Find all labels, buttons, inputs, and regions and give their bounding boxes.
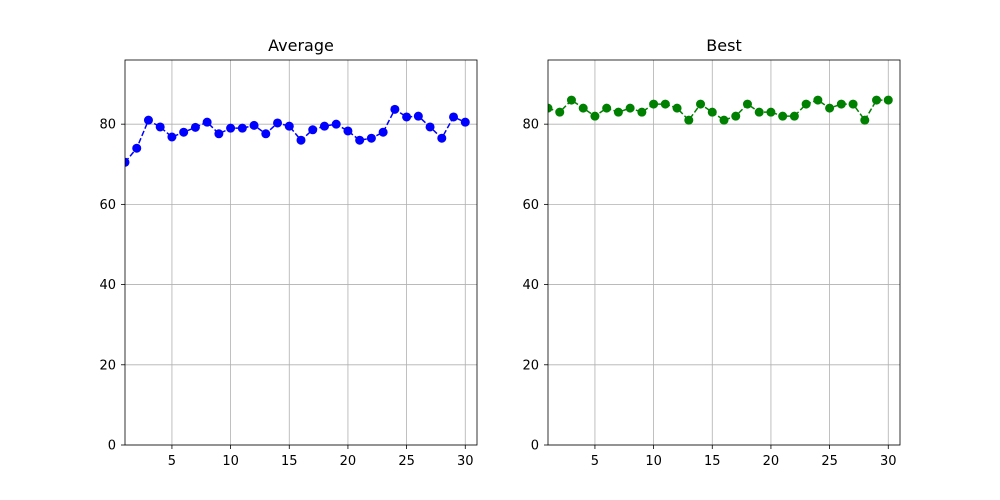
data-point [649,99,659,109]
data-point [449,112,459,122]
data-point [214,129,224,139]
data-point [754,107,764,117]
data-point [825,103,835,113]
x-tick-label: 5 [168,454,176,469]
y-tick-label: 20 [522,358,539,373]
data-point [625,103,635,113]
data-point [343,126,353,136]
plot-frame [124,59,478,446]
chart-title: Average [268,36,334,55]
data-point [190,122,200,132]
data-point [637,107,647,117]
x-tick-label: 15 [704,454,721,469]
y-tick-label: 20 [99,358,116,373]
data-point [672,103,682,113]
data-point [331,119,341,129]
data-point [789,111,799,121]
data-point [402,112,412,122]
data-point [237,123,247,133]
data-point [848,99,858,109]
x-tick-label: 20 [763,454,780,469]
y-tick-label: 40 [99,278,116,293]
plot-frame [547,59,901,446]
x-tick-label: 30 [457,454,474,469]
data-point [284,121,294,131]
x-tick-label: 5 [591,454,599,469]
data-point [390,104,400,114]
data-point [707,107,717,117]
grid-lines [125,60,477,446]
chart-title: Best [706,36,741,55]
x-tick-label: 10 [222,454,239,469]
data-point [872,95,882,105]
data-point [883,95,893,105]
data-point [179,127,189,137]
data-point [125,157,130,167]
data-point [319,121,329,131]
x-tick-label: 15 [281,454,298,469]
data-point [425,122,435,132]
series-group [125,104,470,167]
data-point [548,103,553,113]
y-tick-label: 80 [522,118,539,133]
data-point [202,117,212,127]
data-point [355,135,365,145]
data-point [273,118,283,128]
x-axis: 5 10 15 20 25 30 [591,445,897,469]
data-point [308,125,318,135]
data-point [555,107,565,117]
x-tick-label: 10 [645,454,662,469]
data-point [249,120,259,130]
x-tick-label: 25 [821,454,838,469]
data-point [143,115,153,125]
data-point [566,95,576,105]
data-point [366,133,376,143]
data-point [226,123,236,133]
data-point [836,99,846,109]
y-tick-label: 0 [531,439,539,454]
data-point [613,107,623,117]
data-point [132,143,142,153]
data-point [813,95,823,105]
data-point [801,99,811,109]
data-point [155,122,165,132]
y-tick-label: 80 [99,118,116,133]
series-line [548,99,889,122]
data-point [413,111,423,121]
x-axis: 5 10 15 20 25 30 [168,445,474,469]
data-point [778,111,788,121]
data-point [742,99,752,109]
y-tick-label: 60 [99,198,116,213]
y-tick-label: 40 [522,278,539,293]
data-point [696,99,706,109]
series-group [548,95,893,125]
y-tick-label: 0 [108,439,116,454]
data-point [602,103,612,113]
y-axis: 0 20 40 60 80 [522,118,548,454]
data-point [719,115,729,125]
x-tick-label: 25 [398,454,415,469]
data-point [460,117,470,127]
data-point [590,111,600,121]
data-point [860,115,870,125]
x-tick-label: 20 [340,454,357,469]
data-point [378,127,388,137]
data-point [437,133,447,143]
data-point [167,132,177,142]
data-point [296,135,306,145]
data-point [578,103,588,113]
y-axis: 0 20 40 60 80 [99,118,125,454]
data-point [684,115,694,125]
data-point [261,129,271,139]
data-point [766,107,776,117]
subplot-average: Average 5 10 15 20 25 30 0 20 40 60 80 [99,36,478,469]
subplot-best: Best 5 10 15 20 25 30 0 20 40 60 80 [522,36,901,469]
y-tick-label: 60 [522,198,539,213]
data-point [731,111,741,121]
x-tick-label: 30 [880,454,897,469]
data-point [660,99,670,109]
